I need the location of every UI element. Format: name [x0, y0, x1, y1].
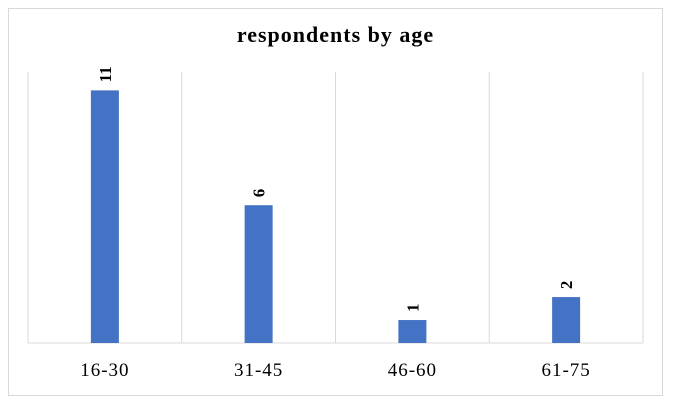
bar — [244, 205, 273, 343]
bar — [90, 90, 119, 343]
bar — [398, 320, 427, 343]
x-tick-label: 16-30 — [80, 360, 129, 381]
x-tick-label: 46-60 — [388, 360, 437, 381]
x-tick-label: 61-75 — [541, 360, 590, 381]
bar — [552, 297, 581, 343]
data-label: 2 — [557, 281, 576, 290]
x-tick-label: 31-45 — [234, 360, 283, 381]
data-label: 11 — [96, 66, 115, 82]
data-label: 1 — [403, 304, 422, 313]
chart-title: respondents by age — [236, 22, 435, 47]
data-label: 6 — [250, 189, 269, 198]
